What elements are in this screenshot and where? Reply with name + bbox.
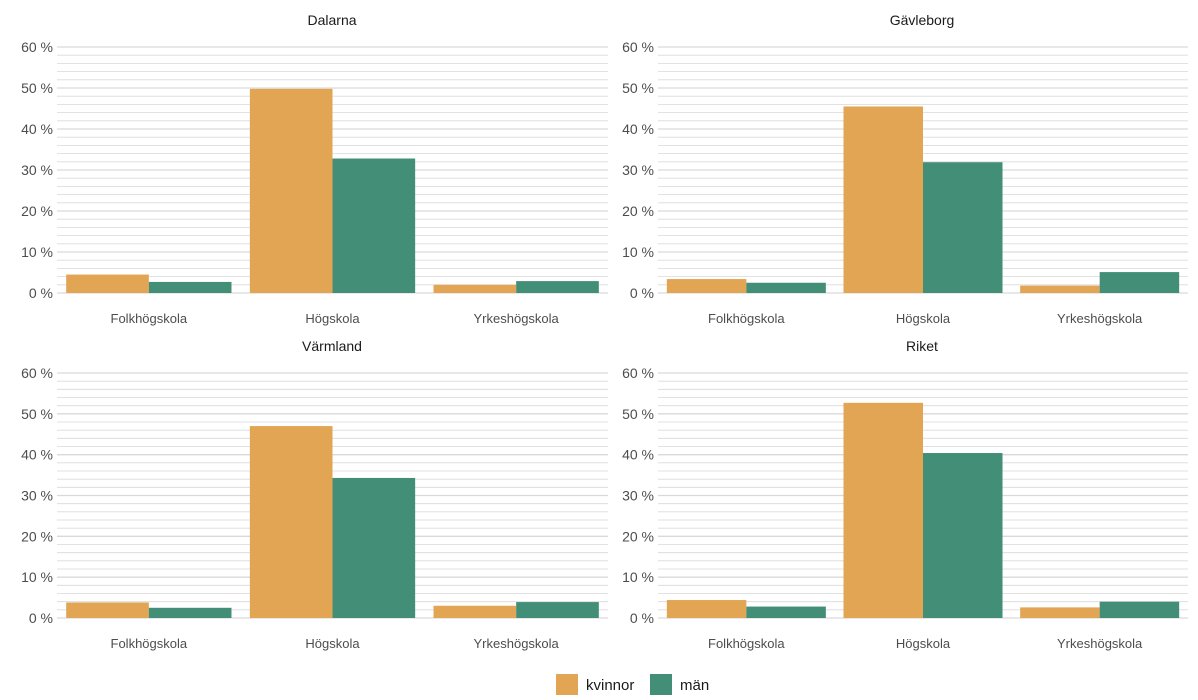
bar-man (148, 607, 232, 618)
bar-man (332, 477, 416, 618)
bar-man (148, 281, 232, 293)
bar-kvinnor (433, 284, 517, 293)
chart-title: Värmland (302, 338, 362, 354)
y-tick-label: 40 % (21, 447, 53, 463)
y-tick-label: 60 % (622, 365, 654, 381)
y-tick-label: 10 % (622, 244, 654, 260)
chart-title: Dalarna (307, 12, 356, 28)
y-tick-label: 50 % (622, 80, 654, 96)
y-tick-label: 20 % (21, 203, 53, 219)
bar-man (923, 162, 1003, 293)
bar-kvinnor (666, 600, 747, 618)
bar-kvinnor (843, 106, 923, 293)
y-tick-label: 20 % (622, 203, 654, 219)
y-tick-label: 20 % (21, 528, 53, 544)
y-tick-label: 10 % (21, 244, 53, 260)
chart-panel-1: Dalarna 0 % 10 % 20 % 30 % 40 % 50 % 60 % Folkhö… (21, 12, 608, 326)
x-tick-label: Högskola (305, 311, 360, 326)
bar-kvinnor (1020, 285, 1100, 293)
y-tick-label: 20 % (622, 528, 654, 544)
bar-kvinnor (433, 605, 517, 618)
bar-man (332, 158, 416, 293)
y-tick-label: 60 % (622, 39, 654, 55)
y-tick-label: 0 % (29, 610, 53, 626)
y-tick-label: 40 % (622, 121, 654, 137)
y-tick-label: 0 % (630, 285, 654, 301)
y-tick-label: 50 % (622, 406, 654, 422)
bar-kvinnor (66, 602, 149, 618)
x-tick-label: Högskola (305, 636, 360, 651)
x-tick-label: Folkhögskola (111, 636, 188, 651)
y-tick-label: 40 % (21, 121, 53, 137)
x-tick-label: Folkhögskola (708, 636, 785, 651)
y-tick-label: 40 % (622, 447, 654, 463)
legend-swatch-kvinnor (556, 674, 578, 695)
legend-label: män (680, 677, 709, 694)
bar-kvinnor (66, 274, 149, 293)
chart-title: Riket (906, 338, 938, 354)
y-tick-label: 10 % (622, 569, 654, 585)
bar-kvinnor (249, 426, 333, 618)
x-tick-label: Yrkeshögskola (474, 636, 560, 651)
x-tick-label: Yrkeshögskola (474, 311, 560, 326)
x-tick-label: Högskola (896, 636, 951, 651)
y-tick-label: 50 % (21, 406, 53, 422)
y-tick-label: 30 % (21, 162, 53, 178)
x-tick-label: Yrkeshögskola (1057, 311, 1143, 326)
legend: kvinnor män (556, 674, 709, 695)
legend-swatch-man (650, 674, 672, 695)
bar-man (516, 281, 599, 293)
chart-panel-3: Värmland 0 % 10 % 20 % 30 % 40 % 50 % 60 % Folkh… (21, 338, 608, 651)
y-tick-label: 60 % (21, 365, 53, 381)
y-tick-label: 30 % (622, 488, 654, 504)
y-tick-label: 30 % (622, 162, 654, 178)
x-tick-label: Högskola (896, 311, 951, 326)
legend-label: kvinnor (586, 677, 634, 694)
bar-man (1099, 601, 1180, 618)
bar-kvinnor (249, 88, 333, 293)
x-tick-label: Yrkeshögskola (1057, 636, 1143, 651)
bar-man (746, 282, 826, 293)
bar-man (746, 606, 826, 618)
bar-kvinnor (666, 279, 747, 293)
y-tick-label: 0 % (630, 610, 654, 626)
bar-kvinnor (843, 402, 923, 618)
bar-man (1099, 272, 1180, 293)
x-tick-label: Folkhögskola (111, 311, 188, 326)
bar-man (516, 602, 599, 618)
chart-panel-4: Riket 0 % 10 % 20 % 30 % 40 % 50 % 60 % Folkhögs… (622, 338, 1188, 651)
x-tick-label: Folkhögskola (708, 311, 785, 326)
chart-panel-2: Gävleborg 0 % 10 % 20 % 30 % 40 % 50 % 60 % Folk… (622, 12, 1188, 326)
y-tick-label: 60 % (21, 39, 53, 55)
chart-title: Gävleborg (890, 12, 955, 28)
bar-man (923, 453, 1003, 618)
y-tick-label: 30 % (21, 488, 53, 504)
y-tick-label: 0 % (29, 285, 53, 301)
y-tick-label: 50 % (21, 80, 53, 96)
bar-kvinnor (1020, 607, 1100, 618)
y-tick-label: 10 % (21, 569, 53, 585)
